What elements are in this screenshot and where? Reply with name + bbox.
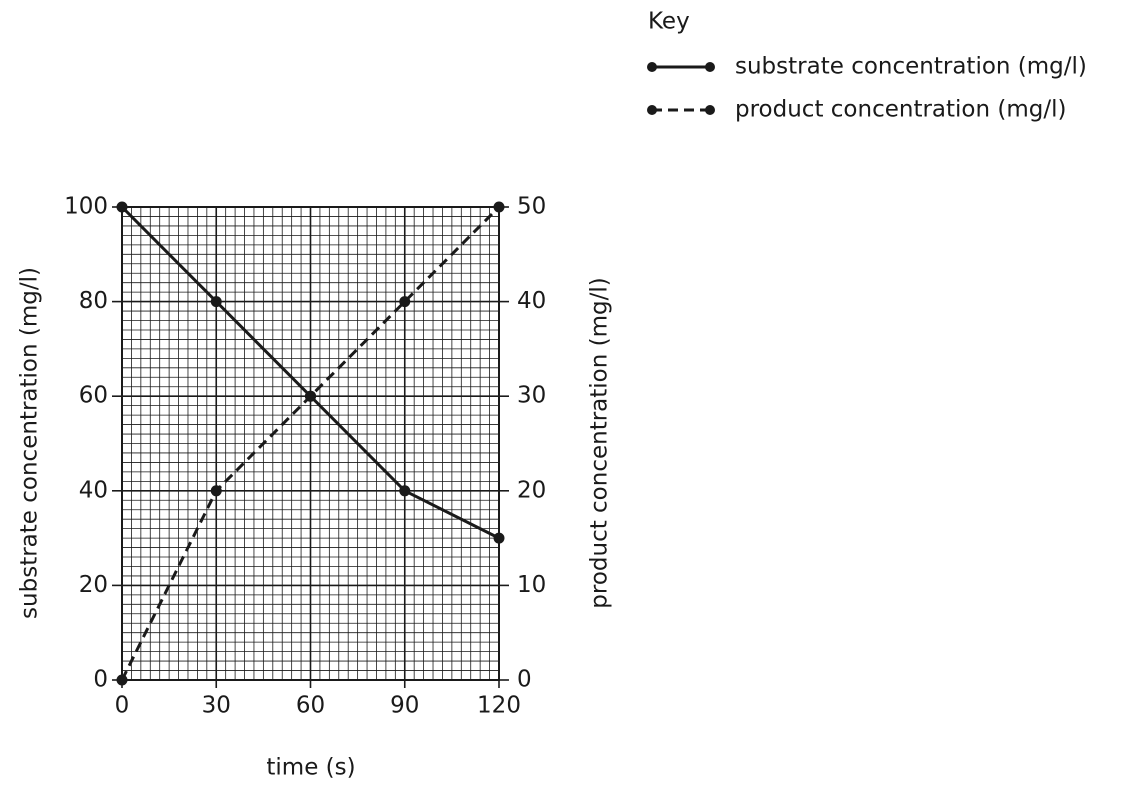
y-tick-label: 80 [79,288,108,314]
y-tick-label: 60 [79,383,108,409]
legend-title: Key [648,9,690,35]
data-point [493,532,505,544]
legend-marker [647,105,657,115]
legend-label: substrate concentration (mg/l) [735,54,1087,80]
x-tick-label: 60 [296,693,325,719]
data-point [210,485,222,497]
y2-tick-label: 30 [517,383,546,409]
data-point [116,201,128,213]
data-point [305,390,316,402]
x-tick-label: 90 [390,693,419,719]
data-point [493,201,505,213]
data-point [210,296,222,308]
y2-tick-label: 40 [517,288,546,314]
legend-marker [705,105,715,115]
y-tick-label: 40 [79,477,108,503]
y2-tick-label: 20 [517,477,546,503]
legend-marker [705,62,715,72]
data-point [399,485,411,497]
data-point [399,296,411,308]
plot-frame [121,206,500,681]
y2-tick-label: 10 [517,572,546,598]
y-tick-label: 20 [79,572,108,598]
y2-tick-label: 50 [517,194,546,220]
x-axis-label: time (s) [266,755,355,781]
x-tick-label: 30 [202,693,231,719]
y2-tick-label: 0 [517,667,532,693]
y2-axis-label: product concentration (mg/l) [587,277,613,608]
x-tick-label: 0 [115,693,130,719]
y-tick-label: 100 [64,194,108,220]
legend-label: product concentration (mg/l) [735,97,1066,123]
x-tick-label: 120 [477,693,521,719]
legend-marker [647,62,657,72]
y-axis-label: substrate concentration (mg/l) [17,267,43,619]
y-tick-label: 0 [93,667,108,693]
data-point [116,674,128,686]
